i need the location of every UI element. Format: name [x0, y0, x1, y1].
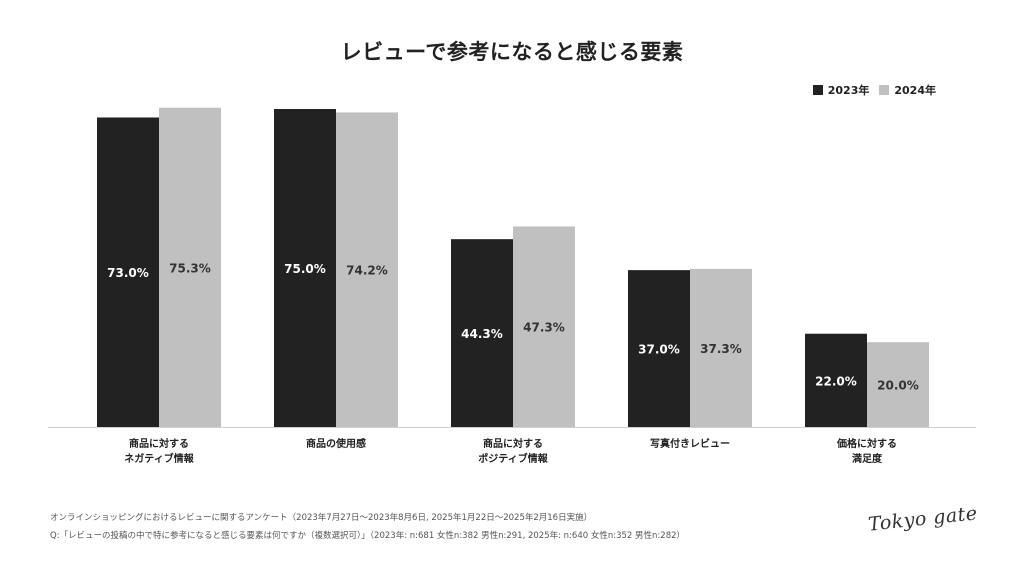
data-label: 37.3%	[700, 342, 742, 356]
data-label: 44.3%	[461, 327, 503, 341]
bar-2023	[274, 109, 336, 427]
category-label: ポジティブ情報	[478, 452, 548, 465]
category-label: 満足度	[852, 452, 883, 465]
category-label: 価格に対する	[836, 437, 897, 450]
legend-label-2023: 2023年	[827, 84, 870, 97]
data-label: 47.3%	[523, 321, 565, 335]
bar-2024	[690, 268, 752, 427]
data-label: 37.0%	[638, 343, 680, 357]
chart-title: レビューで参考になると感じる要素	[340, 40, 684, 64]
legend-item-2024: 2024年	[879, 82, 936, 98]
bar-2023	[628, 270, 690, 427]
bar-2023	[97, 117, 159, 427]
data-label: 74.2%	[346, 264, 388, 278]
data-label: 75.0%	[284, 262, 326, 276]
bar-2024	[336, 112, 398, 427]
bar-2024	[513, 226, 575, 427]
category-label: 写真付きレビュー	[650, 437, 730, 450]
tokyo-gate-logo: Tokyo gate	[867, 502, 979, 536]
category-label: ネガティブ情報	[124, 452, 194, 465]
data-label: 73.0%	[107, 266, 149, 280]
category-label: 商品の使用感	[306, 437, 366, 450]
bar-2023	[451, 239, 513, 427]
data-label: 75.3%	[169, 261, 211, 275]
legend-swatch-2023	[812, 85, 823, 95]
legend-label-2024: 2024年	[894, 84, 936, 97]
category-label: 商品に対する	[483, 437, 543, 450]
survey-footnote: オンラインショッピングにおけるレビューに関するアンケート（2023年7月27日〜…	[50, 513, 593, 523]
chart-legend: 2023年 2024年	[812, 82, 936, 98]
question-footnote: Q:「レビューの投稿の中で特に参考になると感じる要素は何ですか（複数選択可）」（…	[50, 531, 686, 541]
category-label: 商品に対する	[129, 437, 189, 450]
data-label: 20.0%	[877, 379, 919, 393]
legend-item-2023: 2023年	[812, 82, 870, 98]
legend-swatch-2024	[879, 85, 890, 95]
bar-2024	[867, 342, 929, 427]
data-label: 22.0%	[815, 374, 857, 388]
bar-2023	[805, 333, 867, 427]
bar-2024	[159, 107, 221, 427]
